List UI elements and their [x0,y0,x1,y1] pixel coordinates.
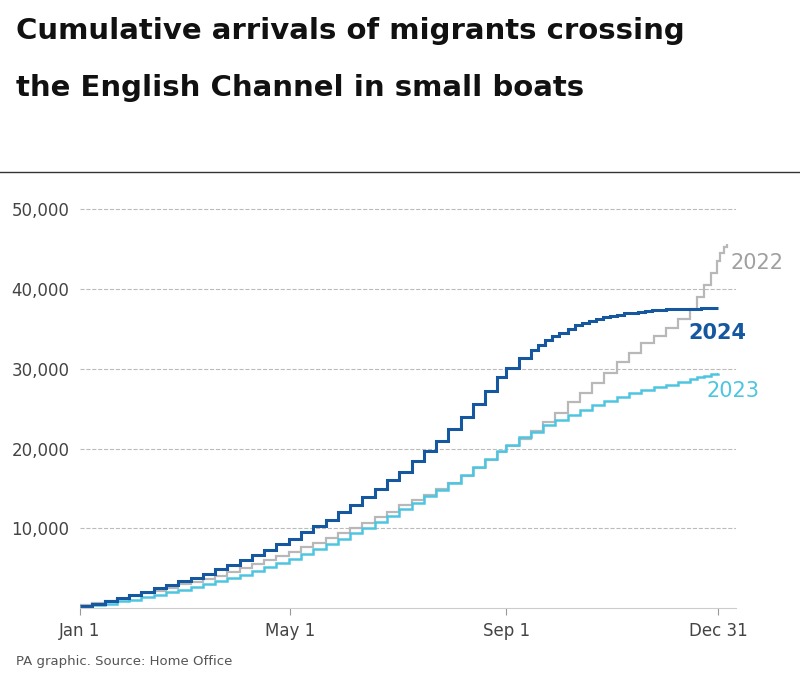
Text: 2023: 2023 [706,381,759,401]
Text: PA graphic. Source: Home Office: PA graphic. Source: Home Office [16,655,232,668]
Text: 2022: 2022 [730,253,784,273]
Text: Cumulative arrivals of migrants crossing: Cumulative arrivals of migrants crossing [16,17,685,45]
Text: the English Channel in small boats: the English Channel in small boats [16,74,584,102]
Text: 2024: 2024 [689,322,746,343]
